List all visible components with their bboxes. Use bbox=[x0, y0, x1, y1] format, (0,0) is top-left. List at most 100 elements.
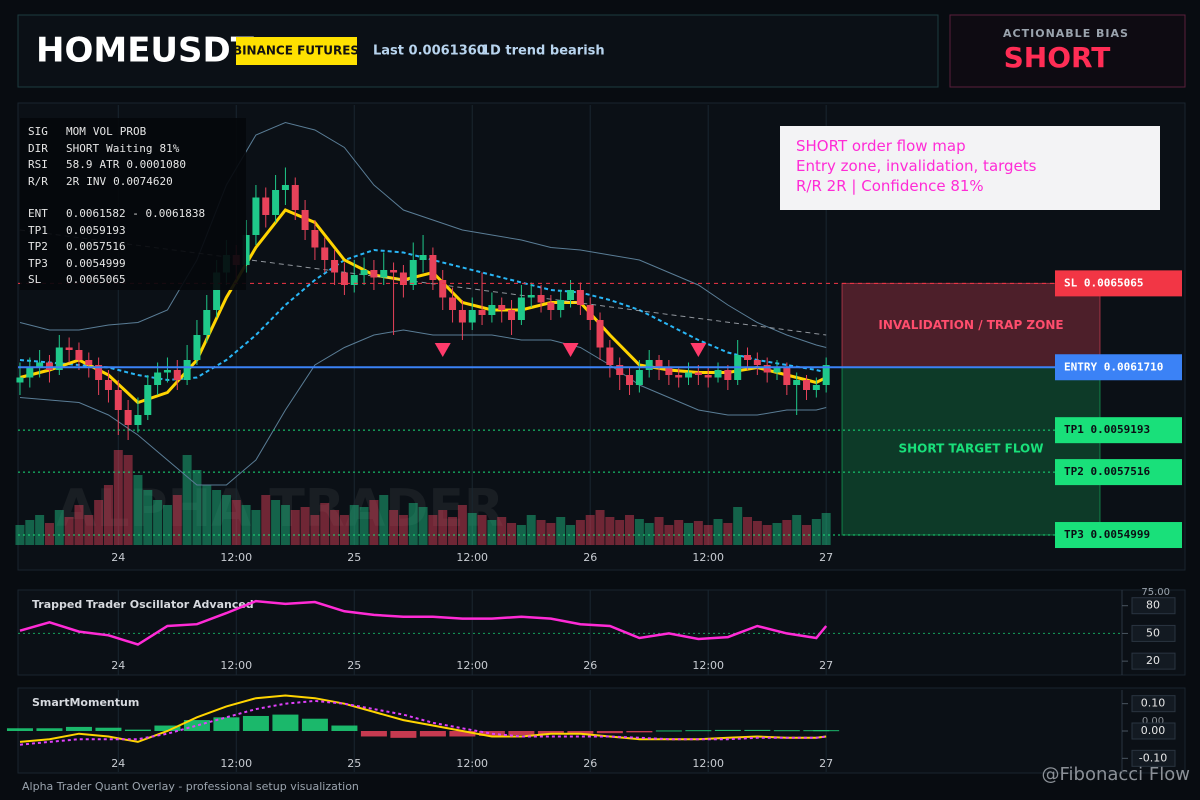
candle-body bbox=[183, 360, 191, 380]
volume-bar bbox=[497, 517, 507, 545]
candle-body bbox=[399, 272, 407, 285]
histogram-bar bbox=[360, 731, 387, 737]
x-tick-label: 12:00 bbox=[456, 757, 488, 770]
y-tick-box bbox=[1131, 722, 1176, 740]
histogram-bar bbox=[6, 728, 33, 731]
trend: 1D trend bearish bbox=[481, 44, 605, 59]
candle-body bbox=[675, 375, 683, 378]
info-cell: VOL bbox=[92, 125, 113, 138]
y-tick-label: 0.00 bbox=[1141, 724, 1166, 737]
candle-body bbox=[645, 360, 653, 370]
histogram-bar bbox=[449, 731, 476, 737]
histogram-bar bbox=[301, 718, 328, 731]
volume-bar bbox=[133, 475, 143, 545]
candle-body bbox=[193, 335, 201, 360]
info-row: R/R 2R INV 0.0074620 bbox=[28, 174, 246, 191]
volume-bar bbox=[595, 510, 605, 545]
y-tick-label: -0.10 bbox=[1139, 751, 1167, 764]
volume-bar bbox=[693, 521, 703, 545]
volume-bar bbox=[202, 485, 212, 545]
top-label: 75.00 bbox=[1141, 587, 1170, 598]
volume-bar bbox=[349, 505, 359, 545]
volume-bar bbox=[172, 495, 182, 545]
volume-bar bbox=[752, 521, 762, 545]
volume-bar bbox=[546, 523, 556, 545]
volume-bar bbox=[418, 507, 428, 545]
candle-body bbox=[626, 375, 634, 385]
candle-body bbox=[439, 280, 447, 298]
candle-body bbox=[783, 367, 791, 385]
volume-bar bbox=[575, 520, 585, 545]
candle-body bbox=[36, 362, 44, 368]
info-cell: ATR bbox=[99, 158, 120, 171]
info-cell: DIR bbox=[28, 141, 48, 155]
volume-bar bbox=[271, 500, 281, 545]
level-label: TP1 0.0059193 bbox=[1064, 423, 1150, 436]
candle-body bbox=[291, 185, 299, 210]
y-tick-box bbox=[1131, 597, 1176, 615]
level-tag bbox=[1055, 522, 1182, 549]
candle-body bbox=[744, 355, 752, 360]
volume-bar bbox=[300, 507, 310, 545]
volume-bar bbox=[526, 515, 536, 545]
volume-bar bbox=[438, 510, 448, 545]
info-cell: TP3 bbox=[28, 256, 48, 270]
histogram-bar bbox=[183, 720, 210, 731]
level-label: TP3 0.0054999 bbox=[1064, 528, 1150, 541]
exchange: BINANCE FUTURES bbox=[233, 44, 359, 58]
volume-bar bbox=[536, 520, 546, 545]
volume-bar bbox=[467, 513, 477, 545]
candle-body bbox=[95, 365, 103, 380]
volume-bar bbox=[339, 515, 349, 545]
sell-signal bbox=[562, 343, 579, 357]
candle-body bbox=[26, 367, 34, 378]
level-tag bbox=[1055, 459, 1182, 486]
info-cell: MOM bbox=[66, 125, 86, 138]
candle-body bbox=[242, 235, 250, 265]
info-box: SIG MOM VOL PROB DIR SHORT Waiting 81% RSI 58.9 AT… bbox=[20, 118, 246, 290]
volume-bar bbox=[64, 517, 74, 545]
panel-title: SmartMomentum bbox=[32, 696, 139, 709]
candle-body bbox=[803, 380, 811, 390]
candle-body bbox=[822, 365, 830, 385]
volume-bar bbox=[261, 495, 271, 545]
watermark: ALPHA TRADER bbox=[56, 479, 504, 539]
info-cell: ENT bbox=[28, 207, 48, 220]
x-tick-label: 12:00 bbox=[220, 551, 252, 564]
oscillator-line bbox=[19, 599, 828, 646]
candle-body bbox=[65, 347, 73, 350]
histogram-bar bbox=[419, 731, 446, 737]
candle-body bbox=[704, 375, 712, 378]
volume-bar bbox=[389, 510, 399, 545]
candle-body bbox=[370, 270, 378, 278]
candle-body bbox=[508, 310, 516, 320]
zone-label: INVALIDATION / TRAP ZONE bbox=[878, 318, 1063, 332]
histogram-bar bbox=[626, 731, 653, 733]
note-box: SHORT order flow map Entry zone, invalida… bbox=[780, 126, 1160, 210]
candle-body bbox=[114, 390, 122, 410]
candle-body bbox=[488, 305, 496, 315]
volume-bar bbox=[723, 523, 733, 545]
volume-bar bbox=[507, 523, 517, 545]
histogram-bar bbox=[714, 729, 741, 731]
zone-label: SHORT TARGET FLOW bbox=[899, 442, 1044, 456]
volume-bar bbox=[54, 510, 64, 545]
candle-body bbox=[596, 320, 604, 348]
x-tick-label: 25 bbox=[347, 551, 361, 564]
symbol: HOMEUSDT bbox=[36, 31, 255, 71]
level-label: SL 0.0065065 bbox=[1064, 276, 1143, 289]
x-tick-label: 12:00 bbox=[692, 659, 724, 672]
volume-bar bbox=[782, 520, 792, 545]
histogram-bar bbox=[508, 731, 535, 736]
credit: @Fibonacci Flow bbox=[1041, 764, 1190, 785]
candle-body bbox=[331, 260, 339, 273]
volume-bar bbox=[143, 490, 153, 545]
volume-bar bbox=[743, 517, 753, 545]
candle-body bbox=[517, 297, 525, 320]
footer: Alpha Trader Quant Overlay - professiona… bbox=[22, 780, 359, 793]
level-label: TP2 0.0057516 bbox=[1064, 465, 1150, 478]
candle-body bbox=[498, 305, 506, 310]
volume-bar bbox=[654, 517, 664, 545]
volume-bar bbox=[566, 525, 576, 545]
